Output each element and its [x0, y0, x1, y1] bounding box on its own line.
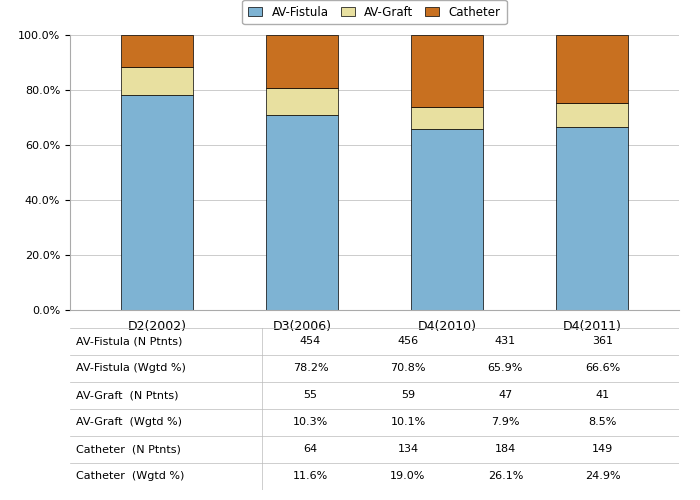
Text: 26.1%: 26.1% [488, 472, 523, 482]
Bar [556, 127, 629, 310]
Text: 55: 55 [304, 390, 318, 400]
Text: 134: 134 [398, 444, 419, 454]
Bar [266, 36, 338, 88]
Text: 41: 41 [596, 390, 610, 400]
Text: 59: 59 [401, 390, 415, 400]
Text: 66.6%: 66.6% [585, 363, 620, 373]
Text: 24.9%: 24.9% [585, 472, 621, 482]
Text: 19.0%: 19.0% [391, 472, 426, 482]
Bar [120, 34, 193, 66]
Text: 10.3%: 10.3% [293, 418, 328, 428]
Legend: AV-Fistula, AV-Graft, Catheter: AV-Fistula, AV-Graft, Catheter [242, 0, 507, 24]
Bar [411, 129, 483, 310]
Text: 64: 64 [304, 444, 318, 454]
Text: 456: 456 [398, 336, 419, 346]
Text: 361: 361 [592, 336, 613, 346]
Text: AV-Graft  (Wgtd %): AV-Graft (Wgtd %) [76, 418, 182, 428]
Text: AV-Fistula (Wgtd %): AV-Fistula (Wgtd %) [76, 363, 186, 373]
Text: 10.1%: 10.1% [391, 418, 426, 428]
Text: AV-Fistula (N Ptnts): AV-Fistula (N Ptnts) [76, 336, 183, 346]
Text: 184: 184 [495, 444, 516, 454]
Bar [556, 35, 629, 103]
Bar [120, 95, 193, 310]
Text: 431: 431 [495, 336, 516, 346]
Text: 7.9%: 7.9% [491, 418, 519, 428]
Bar [411, 36, 483, 107]
Bar [266, 116, 338, 310]
Text: AV-Graft  (N Ptnts): AV-Graft (N Ptnts) [76, 390, 178, 400]
Bar [266, 88, 338, 116]
Text: 454: 454 [300, 336, 321, 346]
Text: 70.8%: 70.8% [390, 363, 426, 373]
Bar [411, 107, 483, 129]
Text: 78.2%: 78.2% [293, 363, 328, 373]
Text: 47: 47 [498, 390, 512, 400]
Bar [120, 66, 193, 95]
Text: Catheter  (Wgtd %): Catheter (Wgtd %) [76, 472, 185, 482]
Text: 65.9%: 65.9% [488, 363, 523, 373]
Text: 11.6%: 11.6% [293, 472, 328, 482]
Text: Catheter  (N Ptnts): Catheter (N Ptnts) [76, 444, 181, 454]
Text: 8.5%: 8.5% [589, 418, 617, 428]
Bar [556, 104, 629, 127]
Text: 149: 149 [592, 444, 613, 454]
